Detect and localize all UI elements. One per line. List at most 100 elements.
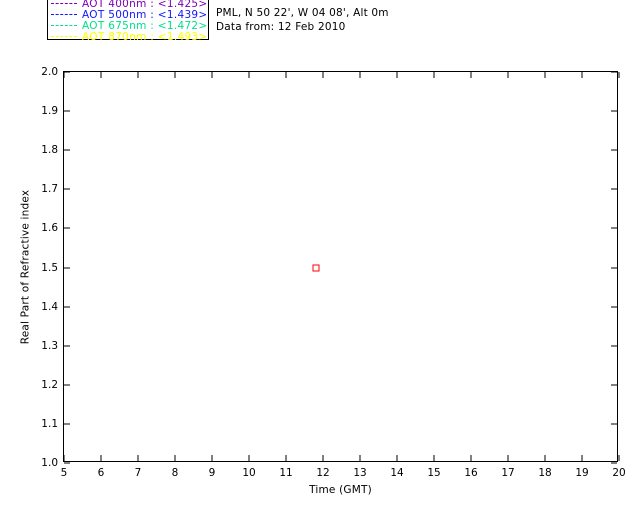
chart-title-line1: PML, N 50 22', W 04 08', Alt 0m [216, 7, 389, 19]
x-axis-tick-mark [544, 455, 546, 461]
y-axis-tick-label: 1.0 [41, 457, 58, 469]
legend-entry-label: AOT 870nm : <1.493> [82, 31, 208, 43]
y-axis-tick-mark [611, 267, 617, 268]
legend-dash-icon [51, 14, 77, 15]
y-axis-tick-mark [611, 306, 617, 308]
x-axis-tick-mark [581, 455, 583, 461]
x-axis-tick-mark [433, 72, 435, 78]
legend-box [47, 0, 209, 40]
x-axis-tick-mark [470, 455, 472, 461]
y-axis-tick-mark [611, 71, 617, 73]
x-axis-tick-mark [322, 72, 324, 78]
legend-dash-icon [51, 3, 77, 4]
x-axis-tick-label: 8 [171, 467, 179, 479]
x-axis-tick-mark [433, 455, 435, 461]
x-axis-tick-mark [507, 72, 509, 78]
legend-entry-label: AOT 500nm : <1.439> [82, 9, 208, 21]
x-axis-tick-label: 17 [501, 467, 515, 479]
x-axis-tick-mark [174, 455, 176, 461]
x-axis-tick-label: 13 [353, 467, 367, 479]
legend-entry: AOT 675nm : <1.472> [51, 21, 208, 32]
x-axis-tick-label: 19 [575, 467, 589, 479]
y-axis-tick-mark [611, 149, 617, 151]
x-axis-tick-mark [100, 72, 102, 78]
x-axis-tick-mark [285, 455, 287, 461]
y-axis-tick-label: 1.2 [41, 378, 58, 391]
x-axis-tick-label: 12 [316, 467, 330, 479]
x-axis-tick-mark [63, 455, 65, 461]
x-axis-title: Time (GMT) [309, 484, 372, 496]
x-axis-tick-mark [507, 455, 509, 461]
legend-entry-label: AOT 400nm : <1.425> [82, 0, 208, 10]
legend-entry: AOT 870nm : <1.493> [51, 32, 208, 42]
chart-title-line2: Data from: 12 Feb 2010 [216, 21, 346, 33]
x-axis-tick-mark [63, 72, 65, 78]
y-axis-tick-label: 1.6 [41, 222, 58, 235]
x-axis-tick-mark [470, 72, 472, 78]
x-axis-tick-mark [100, 455, 102, 461]
x-axis-tick-label: 18 [538, 467, 552, 479]
legend-dash-icon [51, 25, 77, 26]
x-axis-tick-mark [618, 72, 620, 78]
x-axis-tick-mark [248, 72, 250, 78]
x-axis-tick-mark [581, 72, 583, 78]
y-axis-tick-label: 1.8 [41, 144, 58, 157]
x-axis-tick-mark [285, 72, 287, 78]
x-axis-tick-mark [396, 455, 398, 461]
y-axis-tick-label: 1.5 [41, 261, 58, 274]
y-axis-tick-mark [611, 345, 617, 347]
x-axis-tick-mark [359, 72, 361, 78]
data-point-marker [312, 264, 320, 271]
y-axis-tick-mark [64, 345, 70, 347]
x-axis-tick-label: 15 [427, 467, 441, 479]
y-axis-tick-label: 2.0 [41, 66, 58, 78]
y-axis-tick-mark [611, 227, 617, 229]
x-axis-tick-mark [137, 72, 139, 78]
y-axis-tick-mark [611, 384, 617, 386]
y-axis-tick-mark [64, 188, 70, 190]
legend-entry: AOT 400nm : <1.425> [51, 0, 208, 10]
y-axis-tick-mark [64, 267, 70, 268]
y-axis-tick-mark [64, 71, 70, 73]
y-axis-tick-mark [611, 462, 617, 464]
x-axis-tick-mark [137, 455, 139, 461]
legend-entry: AOT 500nm : <1.439> [51, 10, 208, 21]
x-axis-tick-mark [544, 72, 546, 78]
y-axis-tick-label: 1.7 [41, 183, 58, 196]
x-axis-tick-mark [248, 455, 250, 461]
x-axis-tick-label: 10 [242, 467, 256, 479]
plot-area: 1.0 1.1 1.2 1.3 1.4 1.5 1.6 1.7 1.8 1.9 2.0 5 6 7 8 9 10… [41, 67, 625, 479]
y-axis-tick-mark [611, 423, 617, 425]
x-axis-tick-label: 14 [390, 467, 404, 479]
y-axis-tick-mark [611, 110, 617, 112]
y-axis-tick-mark [64, 384, 70, 386]
y-axis-tick-mark [64, 149, 70, 151]
x-axis-tick-label: 20 [612, 467, 626, 479]
y-axis-tick-label: 1.4 [41, 300, 58, 313]
y-axis-title-text: Real Part of Refractive index [19, 189, 32, 344]
x-axis-tick-label: 6 [97, 467, 105, 479]
x-axis-tick-label: 5 [60, 467, 68, 479]
y-axis-tick-mark [64, 110, 70, 112]
y-axis-title: Real Part of Refractive index [18, 71, 32, 462]
y-axis-tick-label: 1.1 [41, 417, 58, 430]
x-axis-tick-mark [618, 455, 620, 461]
y-axis-tick-mark [64, 306, 70, 308]
y-axis-tick-mark [611, 188, 617, 190]
y-axis-tick-label: 1.3 [41, 339, 58, 352]
chart-title-block: PML, N 50 22', W 04 08', Alt 0m Data fro… [216, 6, 389, 34]
x-axis-tick-label: 7 [134, 467, 142, 479]
legend-entry-label: AOT 675nm : <1.472> [82, 20, 208, 32]
y-axis-tick-label: 1.9 [41, 105, 58, 118]
x-axis-tick-mark [322, 455, 324, 461]
x-axis-tick-mark [359, 455, 361, 461]
x-axis-tick-mark [396, 72, 398, 78]
x-axis-tick-label: 9 [208, 467, 216, 479]
y-axis-tick-mark [64, 423, 70, 425]
x-axis-tick-mark [211, 72, 213, 78]
x-axis-tick-label: 11 [279, 467, 293, 479]
legend-dash-icon [51, 36, 77, 37]
x-axis-tick-mark [211, 455, 213, 461]
y-axis-tick-mark [64, 227, 70, 229]
x-axis-tick-mark [174, 72, 176, 78]
